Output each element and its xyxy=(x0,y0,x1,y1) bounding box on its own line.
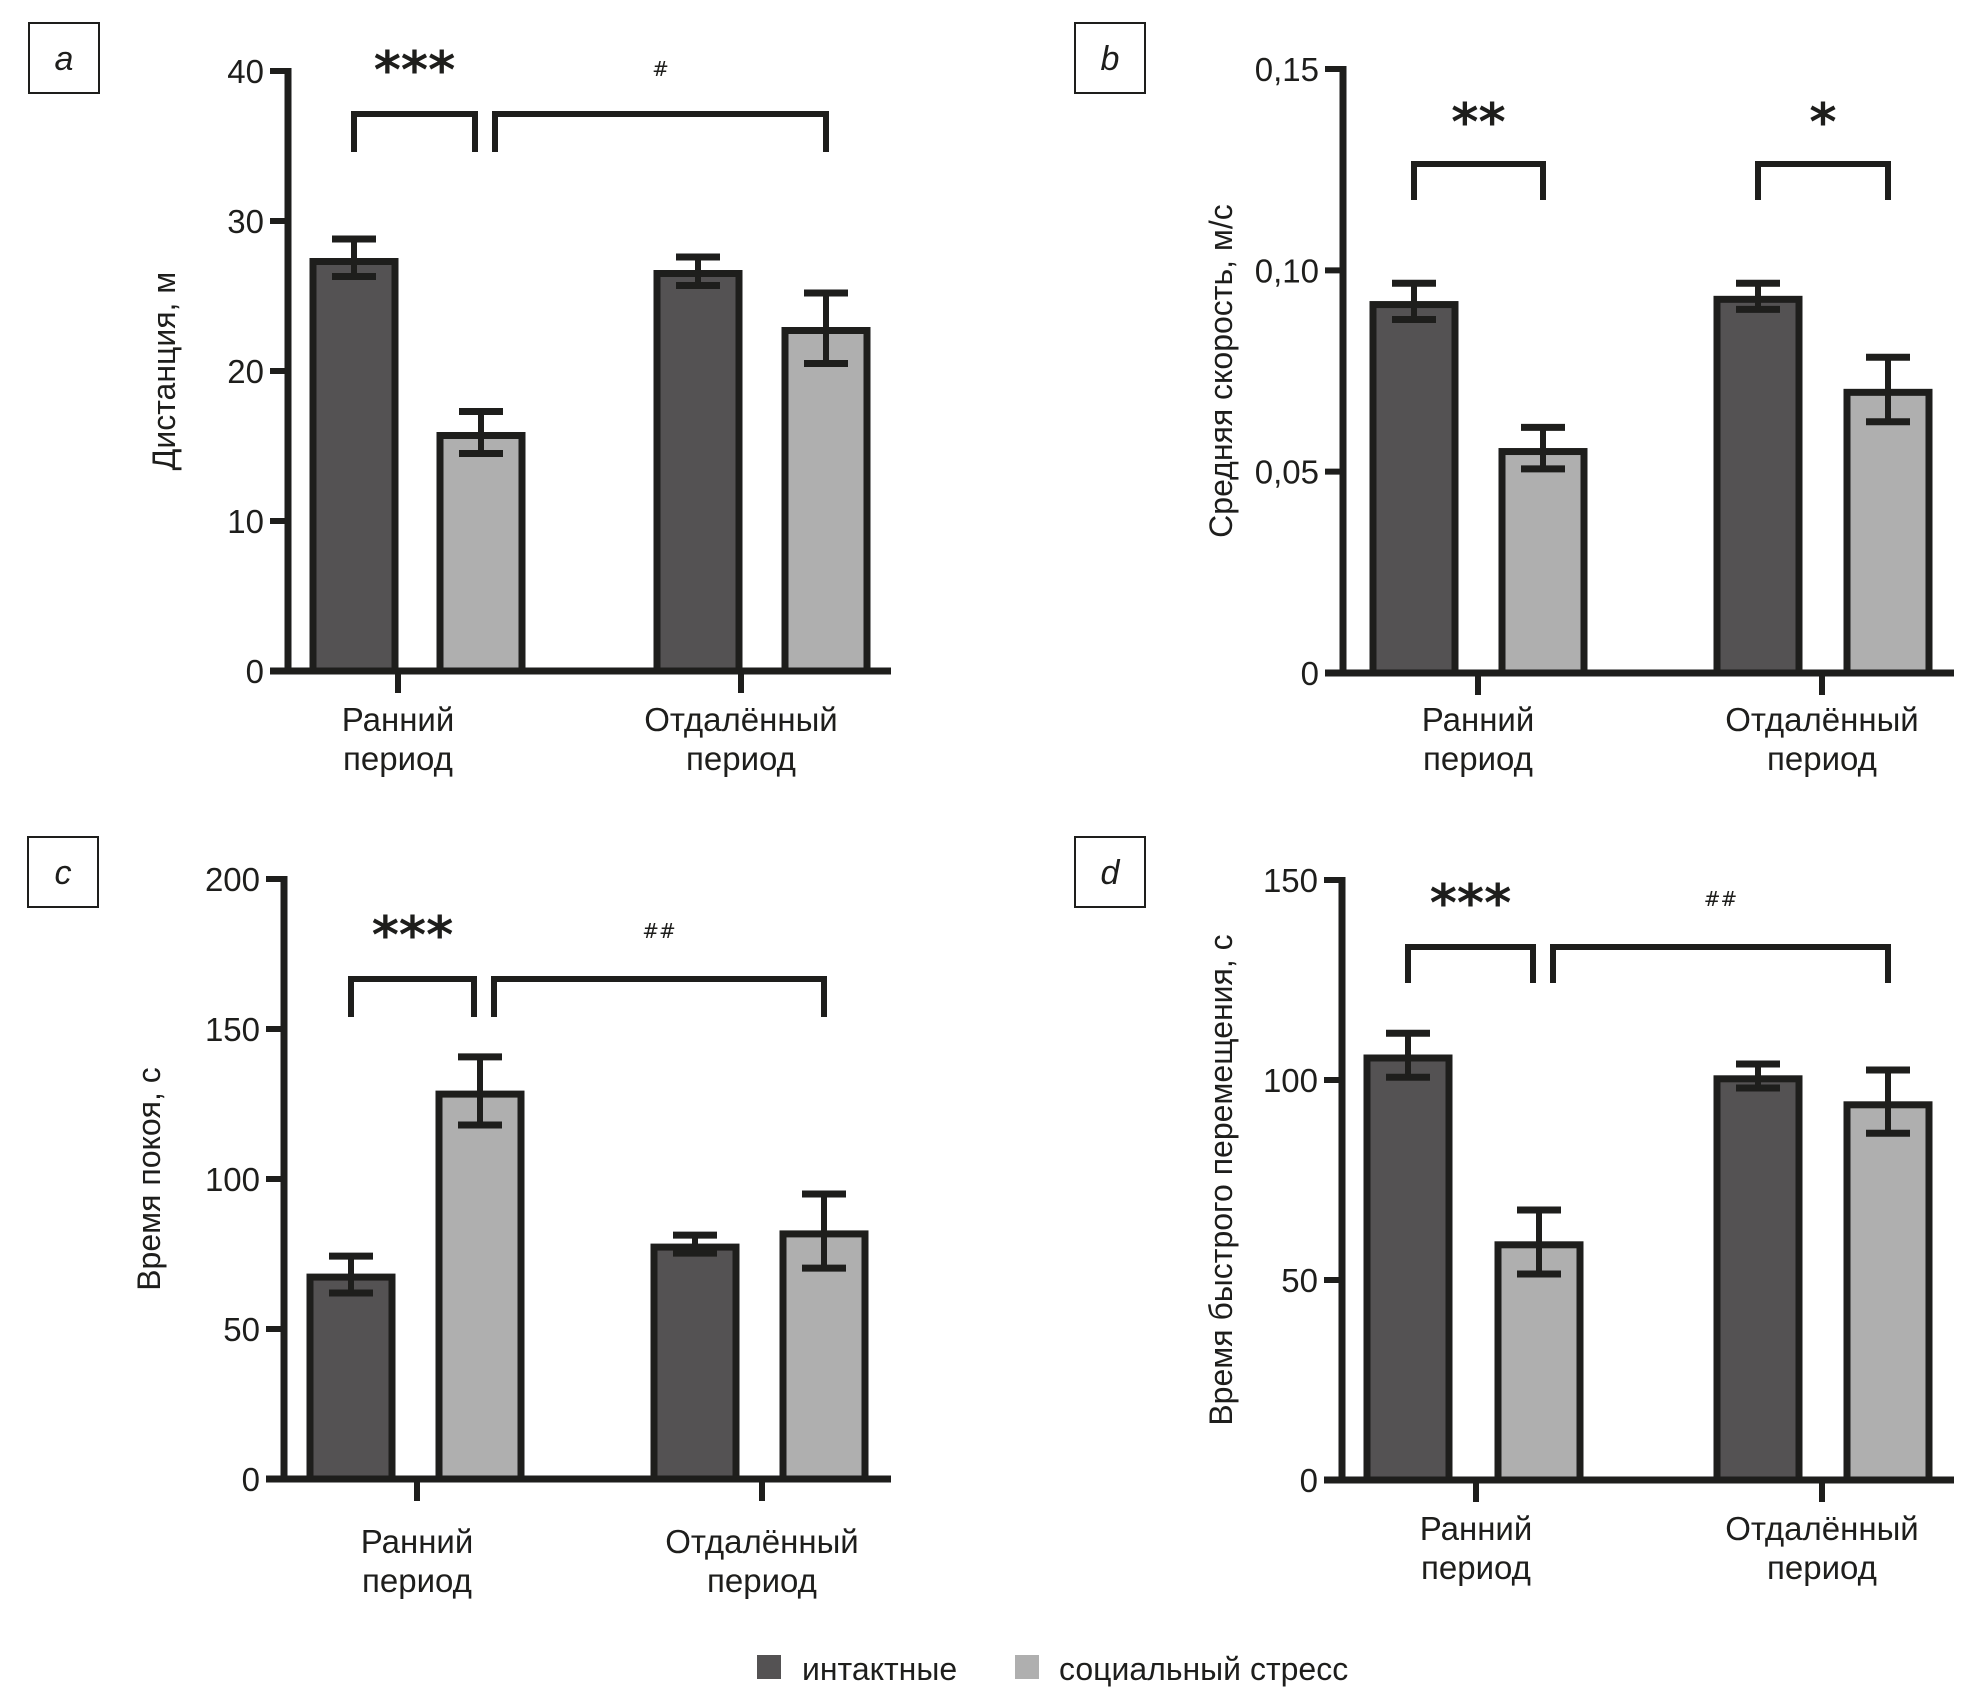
x-category-label: Ранний xyxy=(1422,701,1535,738)
x-category-label: период xyxy=(1423,740,1533,777)
y-tick-label: 200 xyxy=(205,861,260,898)
bar-stress xyxy=(1843,388,1933,677)
y-tick-label: 50 xyxy=(223,1311,260,1348)
bar-stress xyxy=(781,327,871,675)
bar-intact xyxy=(1369,301,1459,677)
y-tick-label: 150 xyxy=(205,1011,260,1048)
significance-hash: ## xyxy=(642,919,676,943)
bar-stress xyxy=(1843,1101,1933,1484)
bar-intact xyxy=(1713,295,1803,677)
legend-label-stress: социальный стресс xyxy=(1059,1651,1348,1687)
y-tick-label: 0 xyxy=(242,1461,260,1498)
x-category-label: Ранний xyxy=(342,701,455,738)
significance-hash: ## xyxy=(1704,887,1738,911)
y-tick-label: 0 xyxy=(1301,655,1319,692)
y-tick-label: 100 xyxy=(1263,1062,1318,1099)
legend-label-intact: интактные xyxy=(802,1651,957,1687)
y-axis-title: Дистанция, м xyxy=(146,272,182,471)
bar-intact xyxy=(653,270,743,675)
y-axis-title: Время покоя, с xyxy=(131,1067,167,1291)
bar-stress xyxy=(1494,1241,1584,1484)
y-tick-label: 0 xyxy=(246,653,264,690)
x-category-label: период xyxy=(362,1562,472,1599)
x-category-label: период xyxy=(686,740,796,777)
panel-b: b Средняя скорость, м/с 0 0,05 0,10 0,15 Ранни… xyxy=(1074,22,1954,777)
y-tick-label: 10 xyxy=(227,503,264,540)
bar-stress xyxy=(436,432,526,675)
significance-bracket xyxy=(1755,161,1891,200)
panel-letter: a xyxy=(55,40,74,78)
bar-stress xyxy=(435,1090,525,1483)
y-tick-label: 0 xyxy=(1300,1462,1318,1499)
significance-stars: *** xyxy=(372,906,454,966)
bar-intact xyxy=(306,1273,396,1483)
x-category-label: период xyxy=(1421,1549,1531,1586)
x-category-label: Отдалённый xyxy=(644,701,838,738)
bar-intact xyxy=(309,258,399,675)
legend-swatch-intact xyxy=(757,1655,781,1679)
panel-letter: d xyxy=(1101,854,1121,892)
x-category-label: Ранний xyxy=(1420,1510,1533,1547)
significance-bracket xyxy=(1405,944,1536,983)
y-tick-label: 40 xyxy=(227,53,264,90)
y-tick-label: 150 xyxy=(1263,862,1318,899)
y-tick-label: 0,10 xyxy=(1255,252,1319,289)
bar-intact xyxy=(1363,1054,1453,1484)
significance-bracket xyxy=(348,976,477,1017)
panel-letter-box xyxy=(28,22,100,94)
y-tick-label: 30 xyxy=(227,203,264,240)
y-tick-label: 0,05 xyxy=(1255,454,1319,491)
y-tick-label: 50 xyxy=(1281,1262,1318,1299)
x-category-label: период xyxy=(343,740,453,777)
y-axis-title: Средняя скорость, м/с xyxy=(1203,204,1239,538)
significance-bracket xyxy=(351,111,478,152)
bar-stress xyxy=(1498,448,1588,677)
legend-swatch-stress xyxy=(1015,1655,1039,1679)
significance-stars: *** xyxy=(1430,874,1512,934)
panel-letter-box xyxy=(1074,22,1146,94)
y-tick-label: 100 xyxy=(205,1161,260,1198)
x-category-label: Ранний xyxy=(361,1523,474,1560)
y-axis-title: Время быстрого перемещения, с xyxy=(1203,934,1239,1425)
significance-stars: *** xyxy=(374,41,456,101)
panel-letter-box xyxy=(27,836,99,908)
x-category-label: Отдалённый xyxy=(1725,701,1919,738)
panel-letter: c xyxy=(55,854,72,892)
x-category-label: период xyxy=(1767,1549,1877,1586)
panel-d: d Время быстрого перемещения, с 0 50 100 150 Р… xyxy=(1074,836,1954,1586)
significance-stars: * xyxy=(1809,93,1836,153)
legend: интактные социальный стресс xyxy=(757,1651,1348,1687)
y-tick-label: 20 xyxy=(227,353,264,390)
significance-bracket xyxy=(491,976,827,1017)
x-category-label: Отдалённый xyxy=(665,1523,859,1560)
x-category-label: период xyxy=(1767,740,1877,777)
significance-bracket xyxy=(492,111,829,152)
significance-bracket xyxy=(1411,161,1546,200)
x-category-label: период xyxy=(707,1562,817,1599)
x-category-label: Отдалённый xyxy=(1725,1510,1919,1547)
significance-bracket xyxy=(1550,944,1891,983)
bar-intact xyxy=(1713,1075,1803,1484)
bar-intact xyxy=(650,1243,740,1483)
panel-letter: b xyxy=(1101,40,1120,78)
panel-letter-box xyxy=(1074,836,1146,908)
significance-stars: ** xyxy=(1451,93,1505,153)
y-tick-label: 0,15 xyxy=(1255,51,1319,88)
significance-hash: # xyxy=(652,57,669,81)
